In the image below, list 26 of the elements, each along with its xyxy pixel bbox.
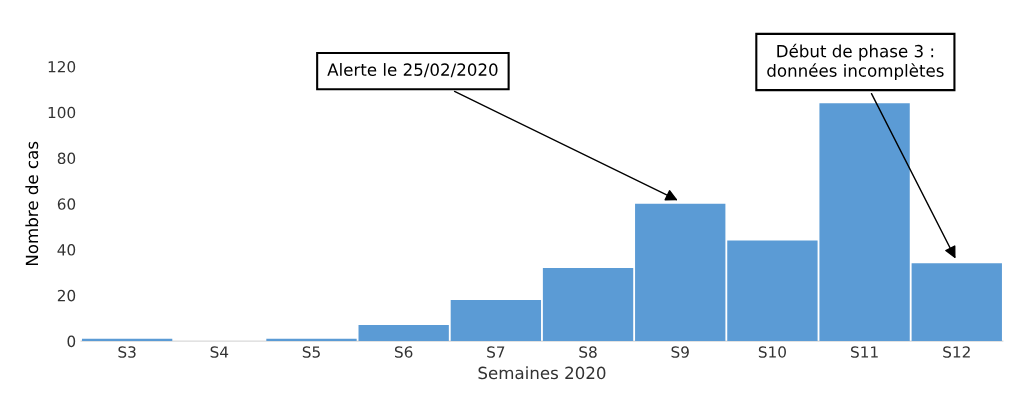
bar bbox=[358, 325, 449, 342]
y-tick-label: 20 bbox=[57, 289, 76, 302]
x-tick-label: S12 bbox=[943, 346, 970, 358]
x-tick-label: S5 bbox=[302, 346, 320, 358]
x-tick-label: S8 bbox=[579, 346, 597, 358]
bar bbox=[542, 267, 634, 342]
annotation: Alerte le 25/02/2020 bbox=[327, 63, 498, 78]
bar bbox=[450, 299, 542, 342]
x-axis-title: Semaines 2020 bbox=[478, 366, 606, 380]
y-tick-label: 100 bbox=[48, 106, 76, 119]
y-tick-label: 60 bbox=[57, 198, 76, 210]
x-tick-label: S9 bbox=[671, 346, 689, 358]
x-tick-label: S6 bbox=[394, 346, 413, 358]
bar bbox=[635, 203, 726, 342]
bar bbox=[911, 263, 1002, 342]
y-axis-title: Nombre de cas bbox=[25, 141, 39, 266]
y-tick-label: 80 bbox=[57, 152, 76, 165]
x-tick-label: S4 bbox=[210, 346, 229, 358]
x-tick-label: S3 bbox=[118, 346, 136, 358]
x-tick-label: S10 bbox=[758, 346, 786, 358]
x-tick-label: S11 bbox=[851, 346, 878, 358]
x-tick-label: S7 bbox=[487, 346, 505, 358]
annotation: Début de phase 3 : données incomplètes bbox=[767, 43, 944, 81]
y-tick-label: 0 bbox=[67, 335, 76, 348]
y-tick-label: 40 bbox=[57, 244, 76, 256]
y-tick-label: 120 bbox=[48, 61, 76, 73]
